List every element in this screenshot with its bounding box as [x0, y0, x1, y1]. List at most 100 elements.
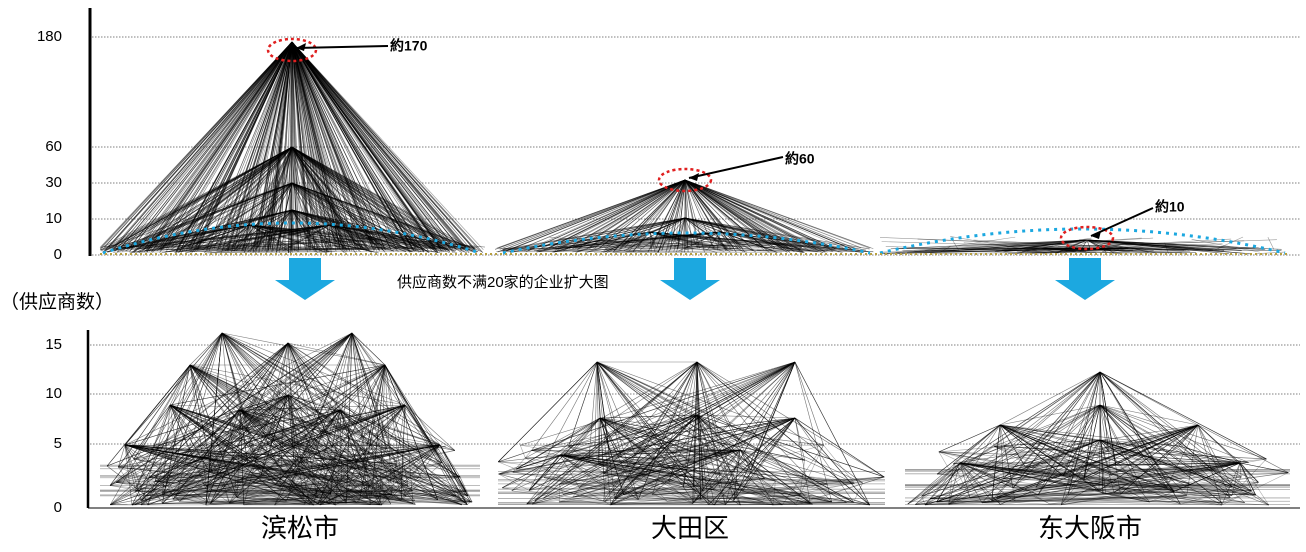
- network-edge: [629, 179, 686, 252]
- network-edge: [233, 41, 293, 251]
- network-edge: [351, 332, 469, 496]
- network-edge: [247, 462, 392, 495]
- network-edge: [959, 462, 1001, 505]
- network-edge: [118, 444, 441, 468]
- network-edge: [756, 249, 826, 253]
- network-edge: [994, 404, 1101, 447]
- network-edge: [207, 478, 348, 493]
- network-edge: [179, 446, 333, 502]
- network-edge: [1004, 446, 1241, 464]
- network-edge: [319, 502, 347, 506]
- network-edge: [112, 41, 293, 250]
- network-edge: [623, 245, 874, 253]
- network-edge: [163, 235, 230, 251]
- network-edge: [885, 246, 1038, 252]
- network-edge: [742, 490, 797, 505]
- network-edge: [614, 231, 721, 253]
- network-edge: [319, 491, 467, 506]
- network-edge: [155, 480, 380, 505]
- network-edge: [243, 500, 287, 506]
- network-edge: [1099, 404, 1199, 426]
- network-edge: [210, 332, 353, 504]
- network-edge: [201, 239, 340, 252]
- network-edge: [498, 454, 561, 463]
- network-edge: [274, 504, 310, 506]
- network-edge: [124, 444, 336, 506]
- network-edge: [291, 41, 380, 251]
- network-edge: [750, 469, 870, 506]
- network-edge: [684, 217, 867, 251]
- network-edge: [502, 217, 686, 250]
- network-edge: [162, 475, 166, 496]
- network-edge: [286, 500, 357, 503]
- network-edge: [155, 444, 441, 482]
- network-edge: [706, 248, 738, 251]
- network-edge: [291, 41, 468, 250]
- network-edge: [1083, 439, 1101, 481]
- network-edge: [1180, 494, 1256, 505]
- network-edge: [531, 361, 598, 451]
- network-edge: [559, 454, 701, 500]
- network-edge: [231, 41, 293, 248]
- network-edge: [1190, 484, 1256, 496]
- network-edge: [124, 444, 149, 506]
- network-edge: [1004, 446, 1245, 503]
- network-edge: [959, 462, 1222, 504]
- network-edge: [151, 41, 293, 252]
- network-edge: [251, 146, 293, 250]
- network-edge: [708, 495, 800, 505]
- network-edge: [623, 494, 783, 506]
- network-edge: [189, 332, 223, 366]
- network-edge: [1109, 464, 1159, 496]
- network-edge: [329, 224, 339, 250]
- network-edge: [131, 491, 467, 506]
- network-edge: [794, 417, 885, 478]
- network-edge: [1013, 250, 1046, 253]
- network-edge: [599, 417, 811, 504]
- network-edge: [996, 484, 1192, 498]
- network-edge: [696, 414, 726, 505]
- network-edge: [537, 217, 686, 252]
- network-edge: [924, 424, 1199, 506]
- network-edge: [1110, 424, 1199, 476]
- network-edge: [608, 449, 694, 503]
- network-edge: [183, 480, 468, 505]
- network-edge: [153, 146, 293, 249]
- network-edge: [116, 342, 289, 483]
- network-edge: [291, 146, 464, 249]
- network-edge: [696, 414, 741, 506]
- network-edge: [1049, 501, 1150, 505]
- network-edge: [541, 179, 686, 248]
- network-edge: [959, 461, 1241, 464]
- network-edge: [356, 444, 441, 503]
- network-edge: [733, 449, 741, 501]
- network-edge: [288, 41, 293, 253]
- network-edge: [162, 444, 441, 504]
- network-edge: [599, 414, 698, 419]
- network-edge: [178, 247, 252, 250]
- network-edge: [693, 449, 741, 503]
- network-edge: [296, 475, 413, 504]
- network-edge: [287, 342, 341, 411]
- network-edge: [291, 41, 467, 252]
- network-edge: [991, 424, 1199, 502]
- network-edge: [693, 478, 765, 488]
- network-edge: [559, 499, 639, 503]
- network-edge: [270, 444, 441, 447]
- network-edge: [291, 41, 453, 248]
- network-edge: [605, 485, 813, 505]
- network-edge: [207, 446, 333, 493]
- down-arrow: [1055, 258, 1115, 300]
- network-edge: [996, 424, 1199, 498]
- network-edge: [604, 243, 610, 250]
- network-edge: [290, 182, 293, 253]
- network-edge: [515, 361, 698, 470]
- network-edge: [696, 414, 847, 503]
- network-edge: [526, 482, 668, 505]
- network-edge: [959, 462, 1232, 496]
- network-edge: [328, 224, 331, 249]
- network-edge: [256, 41, 293, 250]
- network-edge: [404, 404, 471, 502]
- network-edge: [498, 461, 517, 470]
- network-edge: [146, 477, 422, 497]
